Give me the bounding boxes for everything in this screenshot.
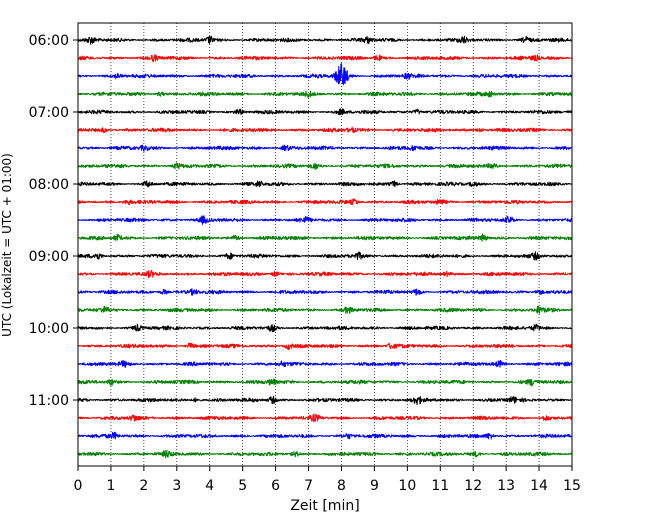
x-tick-label: 3	[172, 478, 181, 494]
trace-row-8	[77, 180, 573, 188]
y-tick-label: 10:00	[29, 321, 69, 337]
x-tick-label: 9	[370, 478, 379, 494]
y-tick-label: 07:00	[29, 105, 69, 121]
x-tick-label: 10	[398, 478, 416, 494]
trace-row-4	[77, 108, 573, 116]
trace-row-10	[77, 215, 573, 225]
trace-row-21	[77, 413, 573, 423]
trace-row-1	[77, 54, 573, 62]
trace-row-6	[77, 144, 573, 152]
y-axis-label: UTC (Lokalzeit = UTC + 01:00)	[0, 153, 14, 337]
x-tick-label: 7	[304, 478, 313, 494]
trace-row-3	[77, 90, 573, 99]
y-axis-ticks: 06:00 07:00 08:00 09:00 10:00 11:00	[29, 33, 78, 409]
x-tick-label: 12	[464, 478, 482, 494]
trace-row-19	[77, 378, 573, 387]
trace-row-16	[77, 323, 573, 333]
y-tick-label: 08:00	[29, 177, 69, 193]
y-tick-label: 06:00	[29, 33, 69, 49]
trace-row-12	[77, 251, 573, 261]
x-axis-ticks: 0 1 2 3 4 5 6 7 8 9 10 11 12 13 14 15	[74, 466, 581, 494]
trace-row-9	[77, 198, 573, 206]
y-tick-label: 09:00	[29, 249, 69, 265]
trace-row-5	[77, 126, 573, 134]
trace-row-11	[77, 233, 573, 242]
x-tick-label: 8	[337, 478, 346, 494]
x-tick-label: 13	[497, 478, 515, 494]
x-tick-label: 5	[238, 478, 247, 494]
trace-row-20	[77, 395, 573, 406]
x-axis-label: Zeit [min]	[290, 498, 359, 514]
trace-row-18	[77, 359, 573, 369]
x-tick-label: 11	[431, 478, 449, 494]
trace-row-7	[77, 162, 573, 171]
trace-row-13	[77, 270, 573, 279]
x-tick-label: 0	[74, 478, 83, 494]
x-tick-label: 4	[205, 478, 214, 494]
trace-row-17	[77, 342, 573, 351]
x-tick-label: 1	[106, 478, 115, 494]
x-tick-label: 14	[530, 478, 548, 494]
plot-frame	[77, 22, 573, 467]
vertical-gridlines	[110, 23, 540, 466]
trace-row-14	[77, 288, 573, 296]
trace-row-23	[77, 449, 573, 459]
trace-rows	[77, 35, 573, 459]
y-tick-label: 11:00	[29, 393, 69, 409]
x-tick-label: 2	[139, 478, 148, 494]
trace-row-22	[77, 431, 573, 440]
trace-row-2	[77, 63, 573, 86]
trace-row-15	[77, 305, 573, 314]
trace-row-0	[77, 35, 573, 45]
x-tick-label: 6	[271, 478, 280, 494]
x-tick-label: 15	[563, 478, 581, 494]
